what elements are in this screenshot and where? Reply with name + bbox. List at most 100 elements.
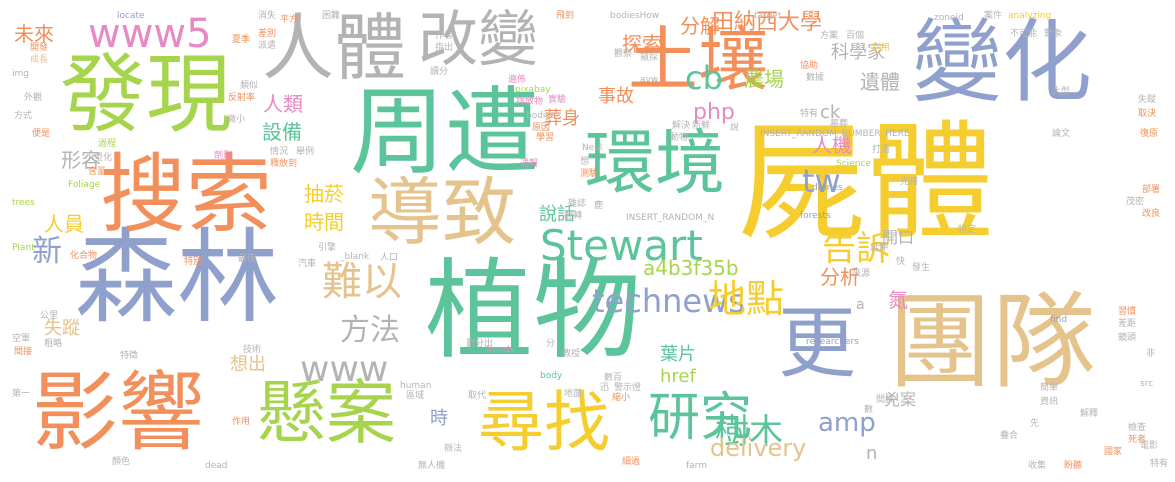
word: 國家 <box>1104 447 1123 457</box>
word: 葉片 <box>660 344 696 365</box>
word: 通報 <box>520 159 539 169</box>
word: 時間 <box>304 210 344 234</box>
word: 夏季 <box>232 35 251 45</box>
word: 外觀 <box>24 93 43 103</box>
word: target <box>754 11 782 21</box>
word: 案件 <box>984 11 1003 21</box>
word: 技術 <box>243 345 262 355</box>
word: 改變 <box>418 5 538 75</box>
word: 辦法 <box>444 444 463 454</box>
word: 不可能 <box>1010 29 1038 39</box>
word: 實驗 <box>548 95 567 105</box>
word: 習慣 <box>1118 307 1137 317</box>
word: amp <box>818 408 876 438</box>
word: 植物 <box>425 249 642 374</box>
word: 簡單 <box>1040 383 1059 393</box>
word: 快 <box>896 257 906 267</box>
word: 數據 <box>806 73 825 83</box>
word: 改良 <box>1142 209 1161 219</box>
word: 空軍 <box>12 334 31 344</box>
word: _blank <box>340 252 370 262</box>
word: 對象 <box>1044 29 1063 39</box>
word: Plant <box>12 243 35 253</box>
word: 樹木 <box>715 412 783 452</box>
word: 遺體 <box>860 70 900 94</box>
word: 顏色 <box>112 457 131 467</box>
word: Stewart <box>540 221 703 270</box>
word: 指出 <box>435 43 454 53</box>
word: 想 <box>580 157 590 167</box>
word: 飛到 <box>556 11 575 21</box>
word: delivery <box>710 434 807 462</box>
word: 復原 <box>1140 129 1159 139</box>
word: 劃分出 <box>466 339 494 349</box>
word: trees <box>12 198 35 208</box>
word: 反射率 <box>228 93 256 103</box>
word: 打造 <box>872 145 891 155</box>
word: 葬身 <box>544 108 580 129</box>
word: 開發 <box>30 43 49 53</box>
word: 排放物 <box>516 97 544 107</box>
word: 特別 <box>184 257 203 267</box>
word: src <box>1140 379 1154 389</box>
word: 新 <box>32 234 62 269</box>
word: 學習 <box>536 133 555 143</box>
word: 取代 <box>468 391 487 401</box>
word: dead <box>205 461 228 471</box>
word: 懸案 <box>256 372 396 454</box>
word: 區域 <box>406 391 425 401</box>
word: 事故 <box>598 86 634 107</box>
word: 消失 <box>258 11 277 21</box>
word: 化合物 <box>70 251 98 261</box>
word: 難以 <box>322 259 402 305</box>
word: 論文 <box>1052 129 1071 139</box>
word: analyzing <box>1008 11 1052 21</box>
word: 人體 <box>262 6 407 90</box>
word: ck <box>820 102 841 123</box>
word: 死者 <box>1128 435 1147 445</box>
word: 兇案 <box>884 390 917 409</box>
word: 檢查 <box>1128 423 1147 433</box>
word: 人口 <box>380 253 399 263</box>
word: 告訴 <box>822 229 890 269</box>
word: 說話 <box>539 204 575 225</box>
word: 屍體 <box>738 109 995 258</box>
word: Trends <box>485 345 515 355</box>
word: 引擎 <box>318 243 337 253</box>
word: 變化 <box>912 10 1092 115</box>
word: 收集 <box>1028 461 1047 471</box>
word: 環境 <box>585 122 725 204</box>
word: 特徵 <box>120 351 139 361</box>
word: 森林 <box>75 219 279 338</box>
word: 鹿 <box>594 201 604 211</box>
word: 數 <box>864 405 874 415</box>
word: 來源 <box>852 269 871 279</box>
word: 翻轉 <box>564 211 583 221</box>
word: 警示燈 <box>614 383 642 393</box>
word: 窺探 <box>640 53 659 63</box>
word: Foliage <box>68 180 101 190</box>
word: 作用 <box>232 417 251 427</box>
word: find <box>1050 315 1068 325</box>
word: 細過 <box>622 457 641 467</box>
word: 縮小 <box>612 393 631 403</box>
word: 觀察 <box>614 49 633 59</box>
word: 非 <box>1146 349 1156 359</box>
word: 利用 <box>872 43 891 53</box>
word: 作者 <box>435 31 454 41</box>
word: 盼聽 <box>1064 461 1083 471</box>
word: 原因 <box>532 123 551 133</box>
word: 解釋 <box>1080 409 1099 419</box>
word: Science <box>836 159 871 169</box>
word: pixabay <box>515 85 551 95</box>
word: INSERT_RANDOM_NUMBER_HERE <box>760 129 910 139</box>
word: 農場 <box>744 67 784 91</box>
word: 研究 <box>648 388 753 448</box>
word: forests <box>800 211 831 221</box>
word: 小型化 <box>85 153 113 163</box>
word: 遍佈 <box>508 75 527 85</box>
word: 教授 <box>562 349 581 359</box>
word: 測驗 <box>580 169 599 179</box>
word: 地點 <box>708 277 785 321</box>
word: 搜索 <box>100 145 272 245</box>
